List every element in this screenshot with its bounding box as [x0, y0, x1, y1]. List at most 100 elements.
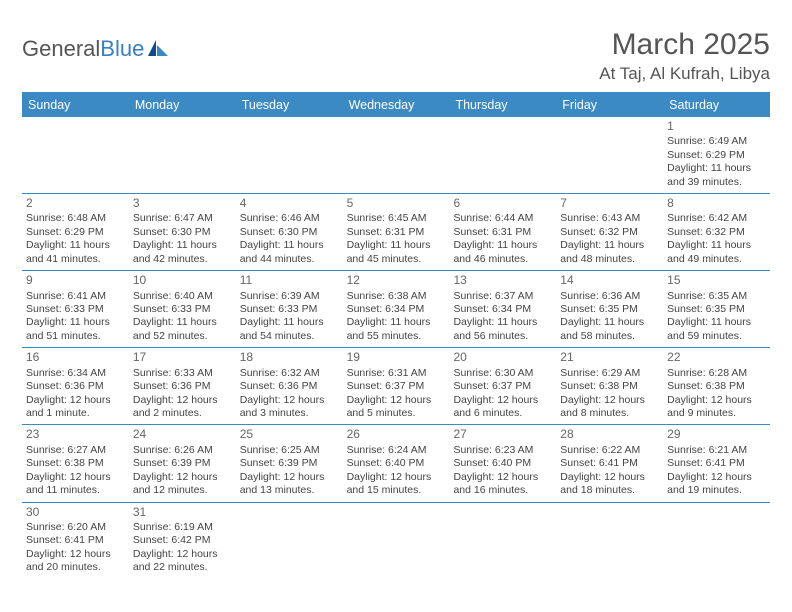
- day-number: 13: [453, 273, 552, 288]
- day-cell: 18Sunrise: 6:32 AMSunset: 6:36 PMDayligh…: [236, 348, 343, 424]
- sunset-text: Sunset: 6:35 PM: [667, 303, 766, 316]
- day-number: 6: [453, 196, 552, 211]
- empty-cell: [449, 117, 556, 193]
- day-cell: 5Sunrise: 6:45 AMSunset: 6:31 PMDaylight…: [343, 194, 450, 270]
- day-number: 9: [26, 273, 125, 288]
- sunrise-text: Sunrise: 6:19 AM: [133, 521, 232, 534]
- daylight-text: Daylight: 11 hours and 55 minutes.: [347, 316, 446, 343]
- daylight-text: Daylight: 11 hours and 58 minutes.: [560, 316, 659, 343]
- daylight-text: Daylight: 12 hours and 9 minutes.: [667, 394, 766, 421]
- empty-cell: [663, 503, 770, 579]
- weekday-col: Saturday: [663, 93, 770, 117]
- daylight-text: Daylight: 12 hours and 8 minutes.: [560, 394, 659, 421]
- empty-cell: [343, 503, 450, 579]
- empty-cell: [343, 117, 450, 193]
- sunrise-text: Sunrise: 6:29 AM: [560, 367, 659, 380]
- sunrise-text: Sunrise: 6:23 AM: [453, 444, 552, 457]
- day-cell: 19Sunrise: 6:31 AMSunset: 6:37 PMDayligh…: [343, 348, 450, 424]
- sunrise-text: Sunrise: 6:30 AM: [453, 367, 552, 380]
- day-number: 3: [133, 196, 232, 211]
- day-number: 26: [347, 427, 446, 442]
- calendar-row: 16Sunrise: 6:34 AMSunset: 6:36 PMDayligh…: [22, 348, 770, 425]
- daylight-text: Daylight: 11 hours and 41 minutes.: [26, 239, 125, 266]
- day-number: 17: [133, 350, 232, 365]
- sunset-text: Sunset: 6:33 PM: [133, 303, 232, 316]
- daylight-text: Daylight: 12 hours and 11 minutes.: [26, 471, 125, 498]
- weekday-col: Friday: [556, 93, 663, 117]
- sunset-text: Sunset: 6:30 PM: [133, 226, 232, 239]
- sunset-text: Sunset: 6:33 PM: [240, 303, 339, 316]
- daylight-text: Daylight: 12 hours and 2 minutes.: [133, 394, 232, 421]
- calendar-page: GeneralBlue March 2025 At Taj, Al Kufrah…: [0, 0, 792, 591]
- sunset-text: Sunset: 6:35 PM: [560, 303, 659, 316]
- daylight-text: Daylight: 12 hours and 3 minutes.: [240, 394, 339, 421]
- sunrise-text: Sunrise: 6:46 AM: [240, 212, 339, 225]
- sunset-text: Sunset: 6:38 PM: [667, 380, 766, 393]
- sunset-text: Sunset: 6:29 PM: [26, 226, 125, 239]
- day-cell: 17Sunrise: 6:33 AMSunset: 6:36 PMDayligh…: [129, 348, 236, 424]
- sunset-text: Sunset: 6:36 PM: [26, 380, 125, 393]
- sunset-text: Sunset: 6:31 PM: [453, 226, 552, 239]
- sunrise-text: Sunrise: 6:37 AM: [453, 290, 552, 303]
- sunrise-text: Sunrise: 6:21 AM: [667, 444, 766, 457]
- sunset-text: Sunset: 6:34 PM: [453, 303, 552, 316]
- sunrise-text: Sunrise: 6:36 AM: [560, 290, 659, 303]
- brand-name-2: Blue: [100, 36, 144, 62]
- sunrise-text: Sunrise: 6:33 AM: [133, 367, 232, 380]
- calendar-row: 23Sunrise: 6:27 AMSunset: 6:38 PMDayligh…: [22, 425, 770, 502]
- day-number: 8: [667, 196, 766, 211]
- daylight-text: Daylight: 11 hours and 54 minutes.: [240, 316, 339, 343]
- daylight-text: Daylight: 11 hours and 42 minutes.: [133, 239, 232, 266]
- daylight-text: Daylight: 12 hours and 13 minutes.: [240, 471, 339, 498]
- day-number: 14: [560, 273, 659, 288]
- day-cell: 9Sunrise: 6:41 AMSunset: 6:33 PMDaylight…: [22, 271, 129, 347]
- sunset-text: Sunset: 6:42 PM: [133, 534, 232, 547]
- daylight-text: Daylight: 11 hours and 39 minutes.: [667, 162, 766, 189]
- flag-icon: [148, 40, 170, 58]
- empty-cell: [129, 117, 236, 193]
- day-number: 1: [667, 119, 766, 134]
- daylight-text: Daylight: 12 hours and 18 minutes.: [560, 471, 659, 498]
- sunset-text: Sunset: 6:32 PM: [560, 226, 659, 239]
- day-number: 5: [347, 196, 446, 211]
- sunset-text: Sunset: 6:40 PM: [453, 457, 552, 470]
- sunset-text: Sunset: 6:33 PM: [26, 303, 125, 316]
- sunrise-text: Sunrise: 6:43 AM: [560, 212, 659, 225]
- sunrise-text: Sunrise: 6:24 AM: [347, 444, 446, 457]
- day-number: 12: [347, 273, 446, 288]
- sunrise-text: Sunrise: 6:34 AM: [26, 367, 125, 380]
- day-cell: 10Sunrise: 6:40 AMSunset: 6:33 PMDayligh…: [129, 271, 236, 347]
- brand-logo: GeneralBlue: [22, 28, 170, 62]
- day-cell: 7Sunrise: 6:43 AMSunset: 6:32 PMDaylight…: [556, 194, 663, 270]
- sunset-text: Sunset: 6:37 PM: [347, 380, 446, 393]
- sunrise-text: Sunrise: 6:38 AM: [347, 290, 446, 303]
- daylight-text: Daylight: 11 hours and 48 minutes.: [560, 239, 659, 266]
- sunrise-text: Sunrise: 6:39 AM: [240, 290, 339, 303]
- weekday-col: Wednesday: [343, 93, 450, 117]
- day-number: 21: [560, 350, 659, 365]
- weekday-col: Sunday: [22, 93, 129, 117]
- sunset-text: Sunset: 6:41 PM: [26, 534, 125, 547]
- daylight-text: Daylight: 12 hours and 6 minutes.: [453, 394, 552, 421]
- sunset-text: Sunset: 6:32 PM: [667, 226, 766, 239]
- empty-cell: [22, 117, 129, 193]
- day-cell: 4Sunrise: 6:46 AMSunset: 6:30 PMDaylight…: [236, 194, 343, 270]
- weekday-col: Thursday: [449, 93, 556, 117]
- sunrise-text: Sunrise: 6:31 AM: [347, 367, 446, 380]
- sunrise-text: Sunrise: 6:41 AM: [26, 290, 125, 303]
- day-number: 25: [240, 427, 339, 442]
- day-cell: 14 Sunrise: 6:36 AMSunset: 6:35 PMDayligh…: [556, 271, 663, 347]
- sunrise-text: Sunrise: 6:32 AM: [240, 367, 339, 380]
- daylight-text: Daylight: 12 hours and 12 minutes.: [133, 471, 232, 498]
- day-number: 7: [560, 196, 659, 211]
- sunrise-text: Sunrise: 6:42 AM: [667, 212, 766, 225]
- day-number: 2: [26, 196, 125, 211]
- day-number: 28: [560, 427, 659, 442]
- calendar-grid: SundayMondayTuesdayWednesdayThursdayFrid…: [22, 92, 770, 579]
- daylight-text: Daylight: 12 hours and 22 minutes.: [133, 548, 232, 575]
- empty-cell: [236, 117, 343, 193]
- sunrise-text: Sunrise: 6:47 AM: [133, 212, 232, 225]
- day-cell: 29Sunrise: 6:21 AMSunset: 6:41 PMDayligh…: [663, 425, 770, 501]
- weekday-col: Tuesday: [236, 93, 343, 117]
- day-number: 22: [667, 350, 766, 365]
